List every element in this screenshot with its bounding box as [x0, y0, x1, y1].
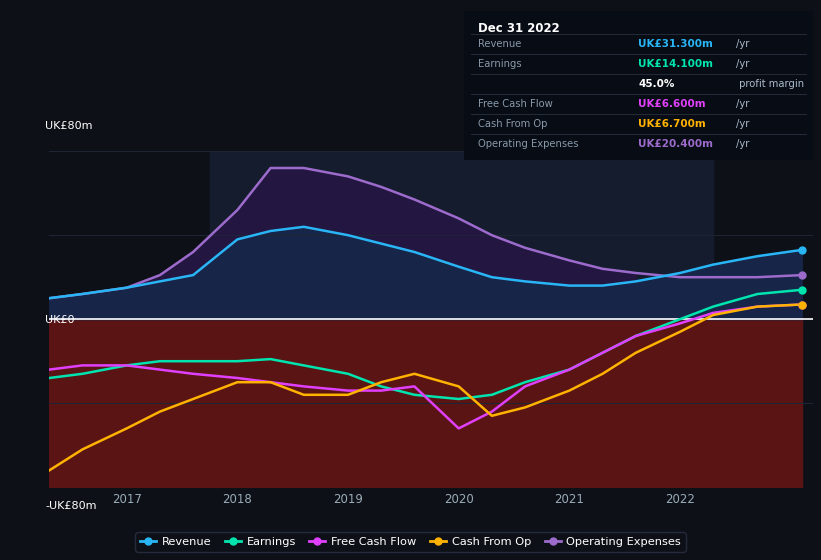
Text: Operating Expenses: Operating Expenses: [478, 139, 578, 149]
Text: /yr: /yr: [736, 99, 750, 109]
Text: Cash From Op: Cash From Op: [478, 119, 548, 129]
Text: /yr: /yr: [736, 59, 750, 69]
Text: Earnings: Earnings: [478, 59, 521, 69]
Text: 45.0%: 45.0%: [639, 79, 675, 89]
Legend: Revenue, Earnings, Free Cash Flow, Cash From Op, Operating Expenses: Revenue, Earnings, Free Cash Flow, Cash …: [135, 533, 686, 552]
Text: UK£31.300m: UK£31.300m: [639, 39, 713, 49]
Text: UK£6.600m: UK£6.600m: [639, 99, 706, 109]
Text: UK£6.700m: UK£6.700m: [639, 119, 706, 129]
Text: profit margin: profit margin: [736, 79, 804, 89]
Text: UK£20.400m: UK£20.400m: [639, 139, 713, 149]
Text: UK£80m: UK£80m: [45, 121, 93, 131]
Text: Revenue: Revenue: [478, 39, 521, 49]
Text: /yr: /yr: [736, 39, 750, 49]
Text: /yr: /yr: [736, 119, 750, 129]
Text: Free Cash Flow: Free Cash Flow: [478, 99, 553, 109]
Text: UK£0: UK£0: [45, 315, 75, 325]
Text: UK£14.100m: UK£14.100m: [639, 59, 713, 69]
Text: Dec 31 2022: Dec 31 2022: [478, 22, 560, 35]
Bar: [209, 151, 713, 487]
Text: /yr: /yr: [736, 139, 750, 149]
Text: -UK£80m: -UK£80m: [45, 501, 97, 511]
